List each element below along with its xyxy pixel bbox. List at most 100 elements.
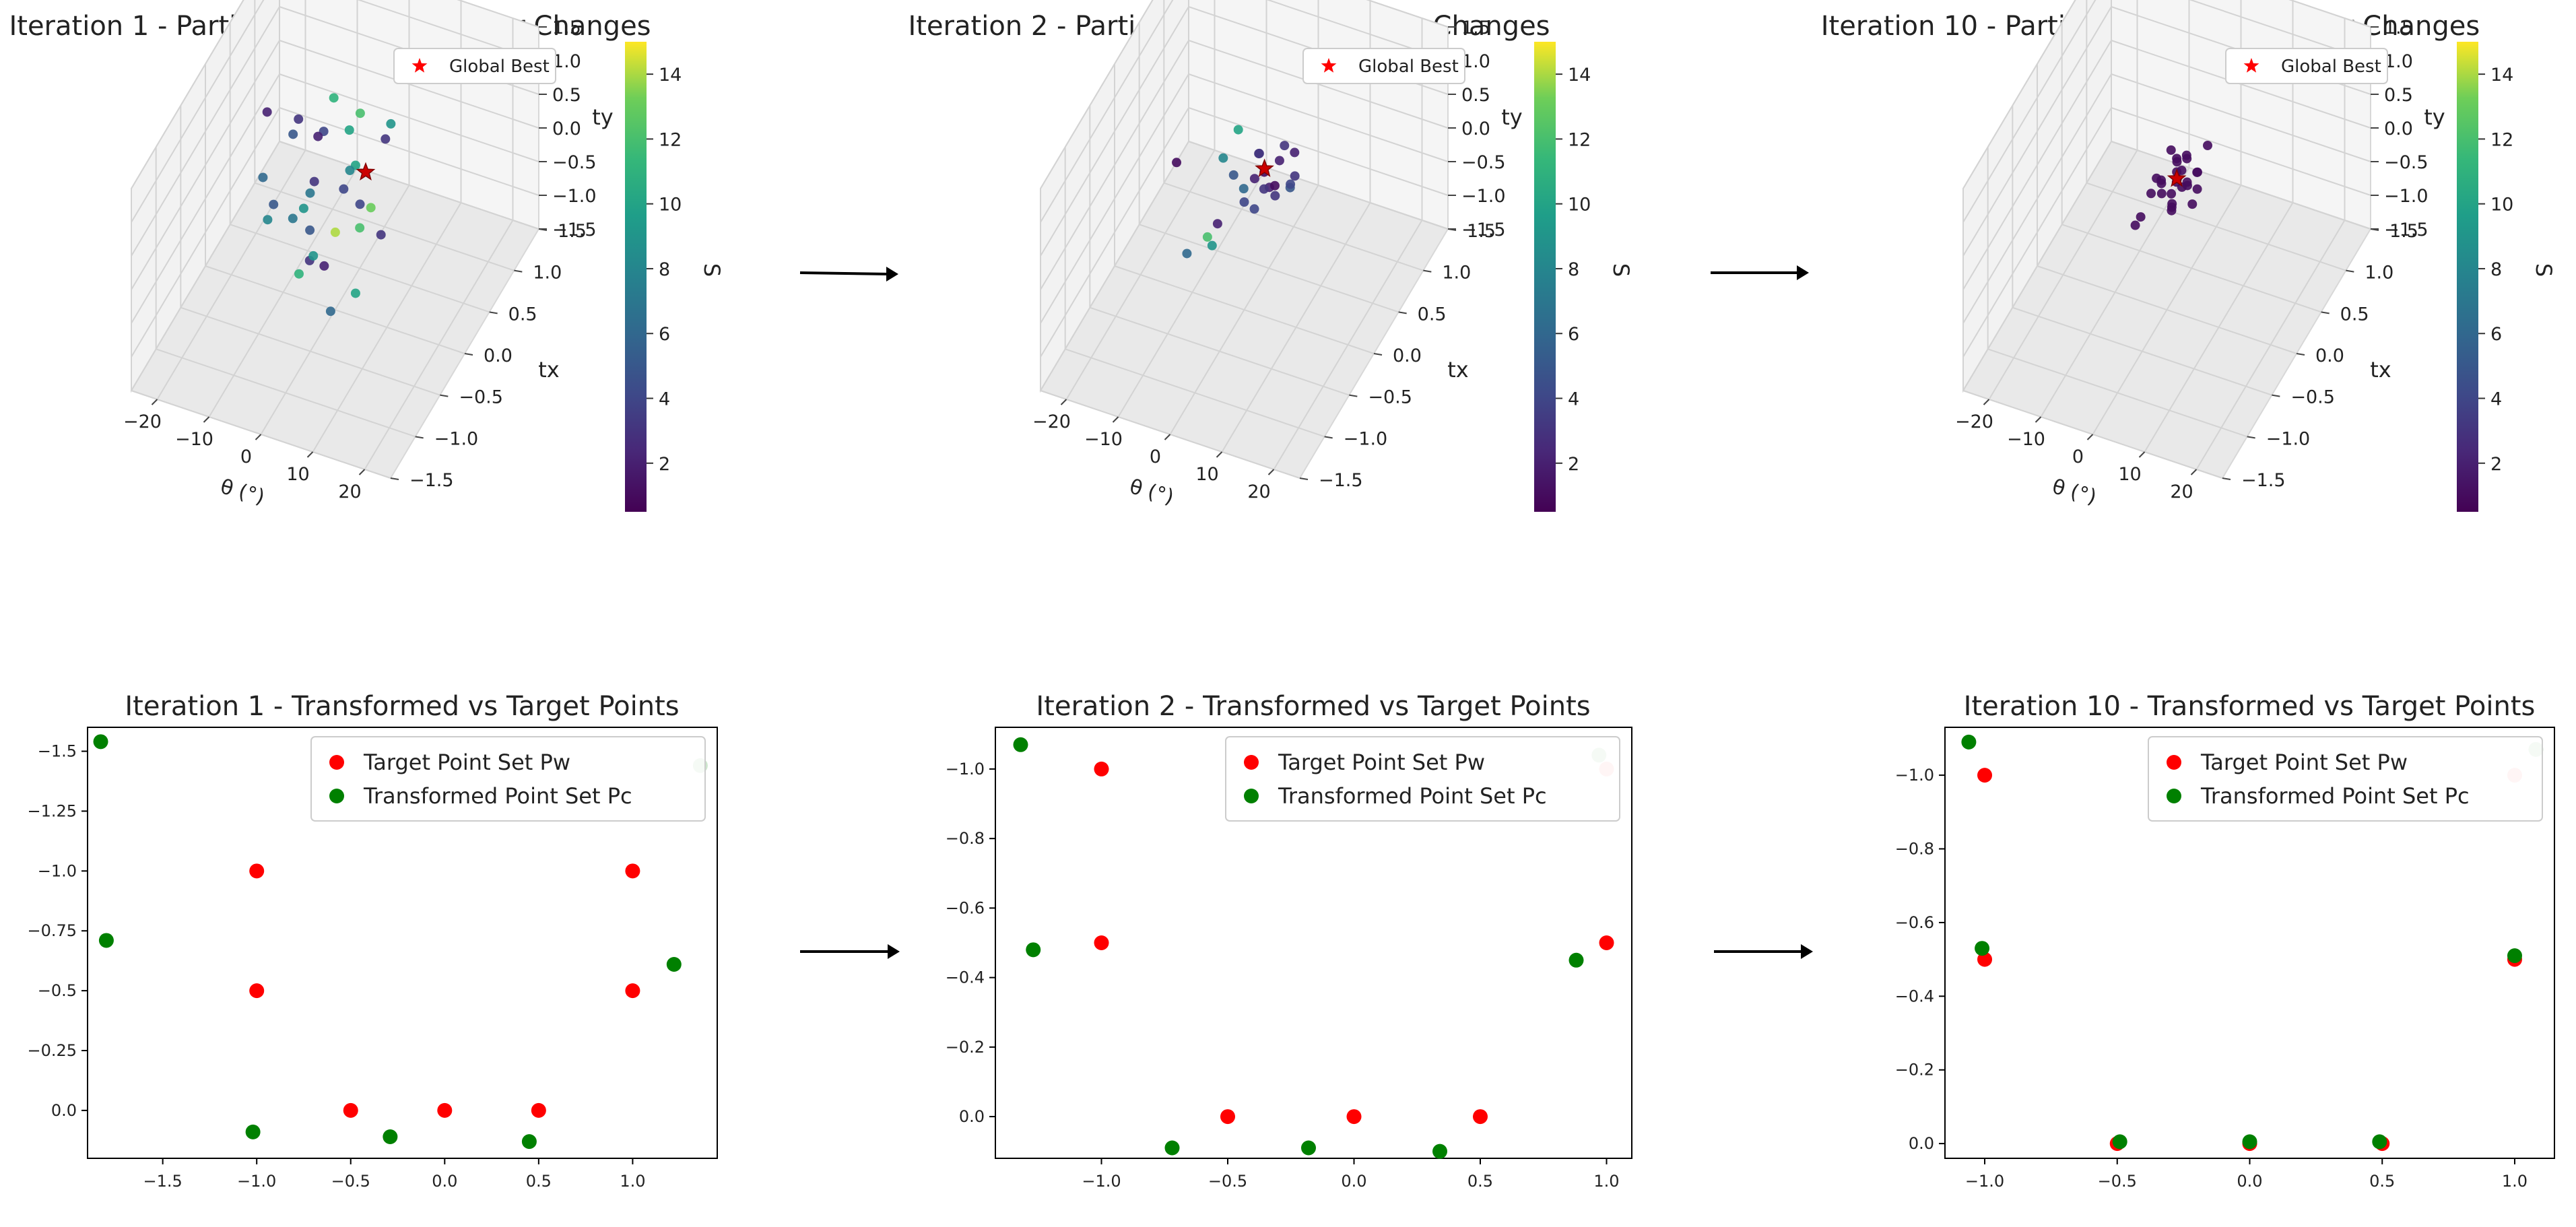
x-tick-label: 10 [286,464,309,485]
x-tick [306,451,314,458]
y-tick [415,436,424,439]
x-tick [358,469,366,475]
y-tick-label: −0.8 [946,829,985,848]
x-tick [1267,469,1275,475]
x-tick-label: 20 [338,482,361,502]
x-tick-label: 1.0 [2502,1172,2528,1191]
x-tick-label: 0 [1150,446,1161,467]
particle-point [294,269,304,279]
grid-line [1962,0,2076,189]
legend-box [2148,736,2543,822]
particle-point [1249,204,1259,214]
particle-point [329,93,339,103]
y-tick-label: −1.0 [946,760,985,778]
y-tick [2272,394,2280,397]
particle-point [330,227,340,237]
particle-point [1286,179,1296,189]
particle-point [386,119,396,129]
legend-star-icon [411,58,428,73]
particle-point [339,184,349,194]
particle-point [2152,173,2162,183]
transformed-point [1164,1140,1180,1156]
grid-line [2086,182,2346,271]
colorbar [1534,42,1556,512]
x-tick [2138,451,2146,458]
x-tick [1060,399,1067,405]
colorbar-tick-label: 12 [2490,129,2513,150]
grid-line [1987,348,2247,438]
grid-line [131,141,280,391]
x-tick [1112,416,1119,423]
legend-label: Target Point Set Pw [1278,750,1485,775]
grid-line [357,0,539,61]
grid-line [255,182,515,271]
particle-point [294,114,304,124]
legend-box [1225,736,1620,822]
particle-point [1172,158,1182,168]
legend-marker [2167,755,2181,770]
grid-line [2111,141,2371,230]
legend-marker [1244,755,1259,770]
particle-point [1259,184,1269,194]
particle-point [2166,145,2176,155]
global-best-star [2167,168,2187,187]
z-tick-label: 0.5 [2384,85,2413,106]
y-tick-label: 1.5 [1467,221,1496,242]
particle-point [2203,141,2212,150]
grid-line [1188,107,1449,196]
y-tick-label: 0.0 [2315,345,2344,366]
legend-label: Global Best [1358,57,1459,77]
y-tick [2346,269,2354,273]
colorbar-tick-label: 8 [2490,259,2502,280]
panel-3d-iteration-2: Iteration 2 - Particle Swarm Parameter C… [908,0,1634,512]
x-tick-label: −1.0 [1082,1172,1121,1191]
particle-point [2146,189,2156,199]
y-tick [1299,477,1309,480]
grid-line [131,107,280,358]
z-tick-label: 0.0 [552,119,581,139]
grid-line [1040,6,1189,257]
colorbar-tick-label: 4 [659,389,670,410]
z-tick-label: −1.5 [1461,220,1506,240]
z-tick-label: 1.5 [2384,18,2413,38]
particle-point [269,199,279,209]
particle-point [258,172,268,183]
x-tick-label: 1.0 [620,1172,645,1191]
y-tick-label: −0.25 [27,1041,77,1060]
x-axis-label: θ (°) [2049,475,2099,509]
colorbar-tick-label: 6 [659,324,670,345]
z-axis-label: ty [1501,104,1522,130]
y-tick [440,394,449,397]
arrow-bottom-2-to-3 [1714,944,1813,959]
particle-point [1274,156,1284,166]
grid-line [1139,224,1399,313]
x-tick [1983,399,1990,405]
x-tick-label: −20 [1032,411,1071,432]
legend-marker [2167,789,2181,803]
target-point [1977,768,1993,783]
colorbar-tick-label: 8 [659,259,670,280]
z-tick-label: 1.0 [552,51,581,72]
y-tick-label: −0.8 [1895,840,1934,859]
y-tick-label: −0.5 [1368,387,1412,408]
y-tick-label: −1.5 [409,470,454,491]
x-tick-label: −0.5 [331,1172,370,1191]
grid-line [279,73,539,162]
legend-box [310,736,706,822]
grid-line [1065,348,1325,438]
y-tick-label: −0.5 [459,387,503,408]
y-tick [1398,311,1407,314]
panel-2d-iteration-2: Iteration 2 - Transformed vs Target Poin… [946,691,1632,1191]
grid-line [1040,0,1154,189]
grid-line [131,0,244,189]
grid-line [1962,107,2112,358]
x-tick [1216,451,1223,458]
legend-label: Global Best [449,57,550,77]
legend-label: Transformed Point Set Pc [2200,783,2470,809]
transformed-point [98,933,114,948]
particle-point [366,203,376,213]
particle-point [355,108,365,119]
y-tick [2222,477,2231,480]
z-tick-label: 1.5 [1461,18,1490,38]
y-tick-label: 1.5 [2389,221,2418,242]
